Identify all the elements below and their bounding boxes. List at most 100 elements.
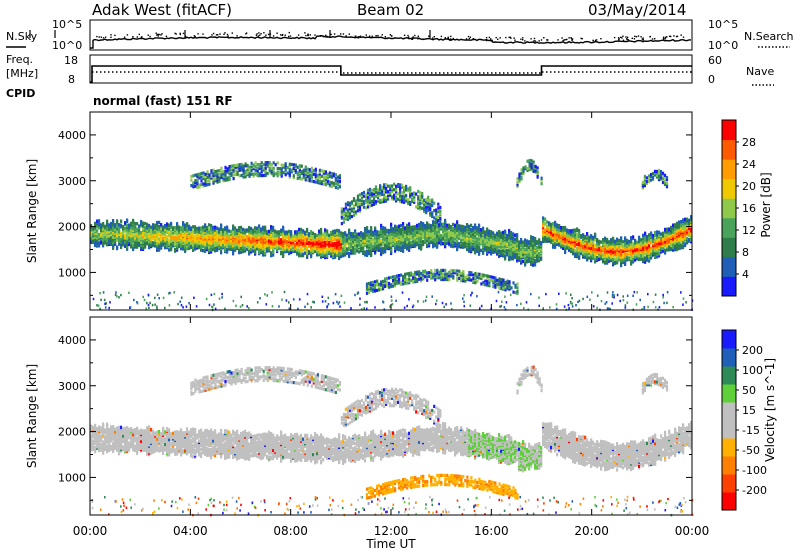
- scatter-cell: [250, 226, 253, 231]
- scatter-cell: [304, 234, 307, 239]
- scatter-cell: [600, 254, 603, 258]
- noise-search-dot: [412, 36, 414, 38]
- scatter-cell: [572, 236, 575, 241]
- scatter-cell: [628, 256, 631, 260]
- scatter-cell: [338, 179, 341, 183]
- scatter-cell: [196, 184, 199, 188]
- scatter-cell: [334, 178, 337, 182]
- scatter-cell: [308, 179, 311, 183]
- scatter-cell: [674, 223, 677, 227]
- scatter-cell: [630, 236, 633, 240]
- scatter-cell: [320, 241, 323, 246]
- noise-search-dot: [157, 35, 159, 37]
- scatter-cell: [268, 166, 271, 170]
- scatter-cell: [572, 228, 575, 233]
- scatter-cell: [292, 176, 295, 180]
- scatter-cell: [592, 250, 595, 255]
- scatter-cell: [338, 247, 341, 251]
- scatter-cell: [344, 249, 347, 253]
- scatter-cell: [486, 242, 489, 247]
- scatter-cell: [674, 241, 677, 245]
- scatter-cell: [252, 165, 255, 169]
- scatter-cell: [594, 232, 597, 236]
- scatter-cell: [206, 225, 209, 230]
- scatter-cell: [500, 231, 503, 235]
- scatter-cell: [518, 255, 521, 259]
- noise-search-dot: [505, 36, 507, 39]
- scatter-cell: [212, 174, 215, 178]
- noise-search-dot: [649, 35, 651, 38]
- scatter-cell: [212, 225, 215, 230]
- scatter-cell: [688, 231, 691, 235]
- scatter-cell: [496, 235, 499, 240]
- scatter-cell: [592, 235, 595, 240]
- scatter-cell: [620, 248, 623, 253]
- scatter-cell: [324, 232, 327, 236]
- scatter-cell: [242, 240, 245, 244]
- scatter-cell: [454, 241, 457, 245]
- scatter-cell: [272, 161, 275, 165]
- scatter-cell: [216, 247, 219, 251]
- scatter-cell: [318, 229, 321, 233]
- scatter-cell: [182, 247, 185, 251]
- noise-search-dot: [141, 36, 143, 38]
- scatter-cell: [562, 231, 565, 235]
- scatter-cell: [478, 237, 481, 241]
- noise-right-label: N.Search: [744, 30, 794, 43]
- scatter-cell: [346, 233, 349, 237]
- scatter-cell: [256, 166, 259, 170]
- scatter-cell: [310, 174, 313, 178]
- scatter-cell: [172, 226, 175, 230]
- scatter-cell: [260, 232, 263, 237]
- scatter-cell: [314, 175, 317, 179]
- scatter-cell: [390, 222, 393, 227]
- scatter-cell: [164, 228, 167, 232]
- scatter-cell: [328, 247, 331, 251]
- scatter-cell: [636, 247, 639, 251]
- scatter-cell: [420, 221, 423, 225]
- scatter-cell: [436, 242, 439, 247]
- scatter-cell: [660, 246, 663, 250]
- scatter-cell: [540, 247, 543, 252]
- scatter-cell: [186, 238, 189, 242]
- scatter-cell: [304, 165, 307, 169]
- noise-search-dot: [480, 39, 483, 41]
- scatter-cell: [322, 182, 325, 186]
- scatter-cell: [588, 235, 591, 239]
- scatter-cell: [524, 238, 527, 242]
- scatter-cell: [92, 226, 95, 231]
- scatter-cell: [126, 218, 129, 222]
- scatter-cell: [404, 237, 407, 241]
- scatter-cell: [124, 226, 127, 230]
- scatter-cell: [516, 256, 519, 260]
- scatter-cell: [268, 161, 271, 165]
- scatter-cell: [554, 234, 557, 238]
- scatter-cell: [336, 186, 339, 190]
- scatter-cell: [232, 167, 235, 172]
- scatter-cell: [320, 237, 323, 241]
- scatter-cell: [116, 219, 119, 223]
- scatter-cell: [450, 225, 453, 229]
- scatter-cell: [176, 244, 179, 248]
- scatter-cell: [682, 218, 685, 222]
- scatter-cell: [340, 216, 343, 220]
- noise-search-dot: [570, 37, 572, 39]
- noise-search-dot: [194, 35, 196, 38]
- scatter-cell: [262, 162, 265, 167]
- scatter-cell: [134, 221, 137, 226]
- scatter-cell: [344, 208, 347, 212]
- noise-search-dot: [136, 36, 138, 38]
- noise-search-dot: [182, 32, 185, 35]
- scatter-cell: [210, 176, 213, 180]
- scatter-cell: [374, 245, 377, 250]
- scatter-cell: [132, 218, 135, 223]
- noise-search-dot: [256, 33, 258, 35]
- scatter-cell: [340, 209, 343, 213]
- scatter-cell: [298, 164, 301, 168]
- scatter-cell: [318, 235, 321, 239]
- scatter-cell: [466, 223, 469, 227]
- scatter-cell: [312, 169, 315, 173]
- scatter-cell: [292, 174, 295, 178]
- noise-search-dot: [272, 35, 275, 37]
- scatter-cell: [644, 256, 647, 260]
